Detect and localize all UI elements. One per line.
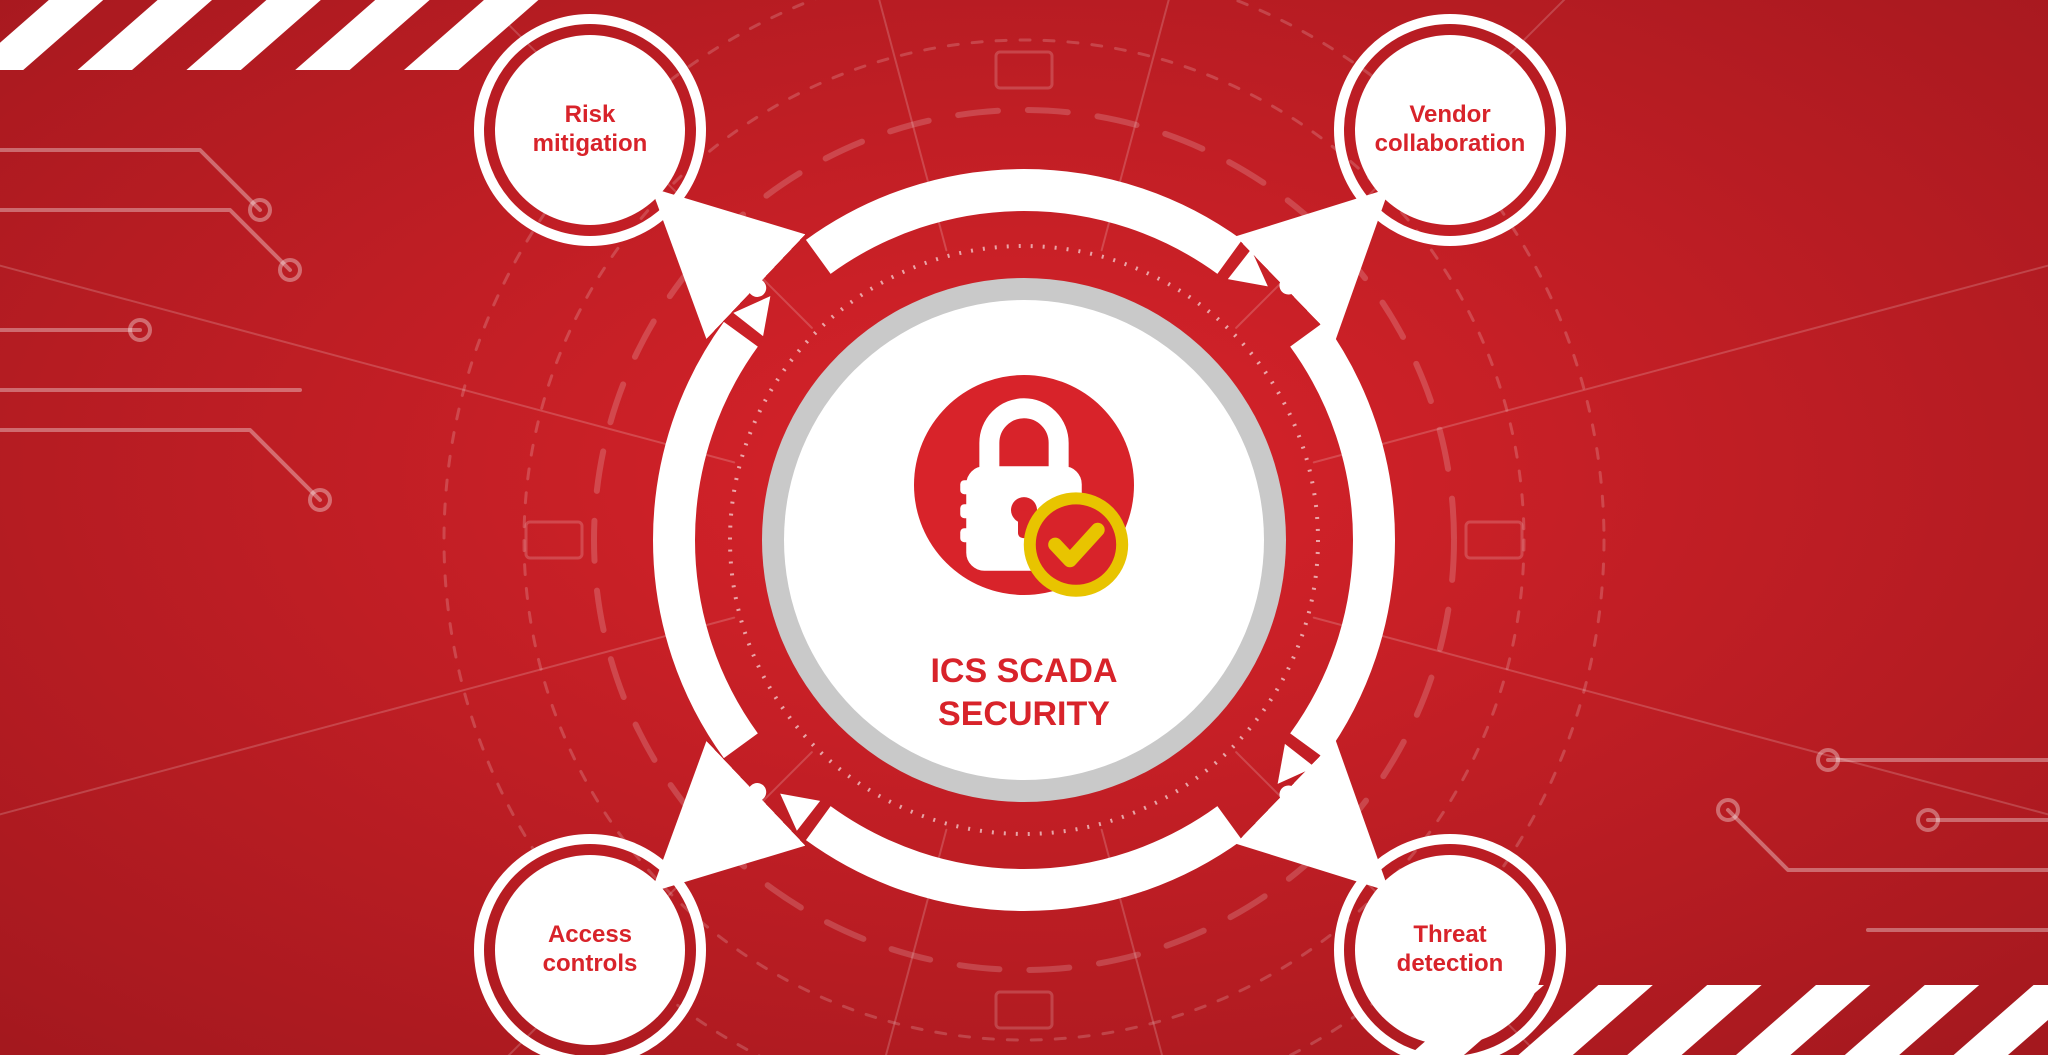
node-risk-mitigation: Risk mitigation [495, 35, 685, 225]
center-title: ICS SCADA SECURITY [874, 650, 1174, 735]
node-label: Threat detection [1397, 921, 1504, 979]
infographic-canvas: ICS SCADA SECURITY Risk mitigation Vendor… [0, 0, 2048, 1055]
node-access-controls: Access controls [495, 855, 685, 1045]
node-label: Risk mitigation [533, 101, 648, 159]
node-label: Vendor collaboration [1375, 101, 1526, 159]
node-vendor-collaboration: Vendor collaboration [1355, 35, 1545, 225]
node-threat-detection: Threat detection [1355, 855, 1545, 1045]
node-label: Access controls [543, 921, 638, 979]
